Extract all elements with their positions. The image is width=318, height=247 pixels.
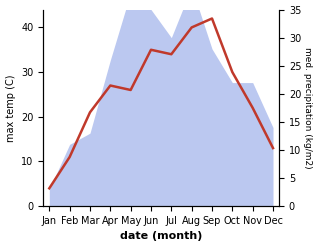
Y-axis label: med. precipitation (kg/m2): med. precipitation (kg/m2) xyxy=(303,47,313,169)
Y-axis label: max temp (C): max temp (C) xyxy=(5,74,16,142)
X-axis label: date (month): date (month) xyxy=(120,231,202,242)
